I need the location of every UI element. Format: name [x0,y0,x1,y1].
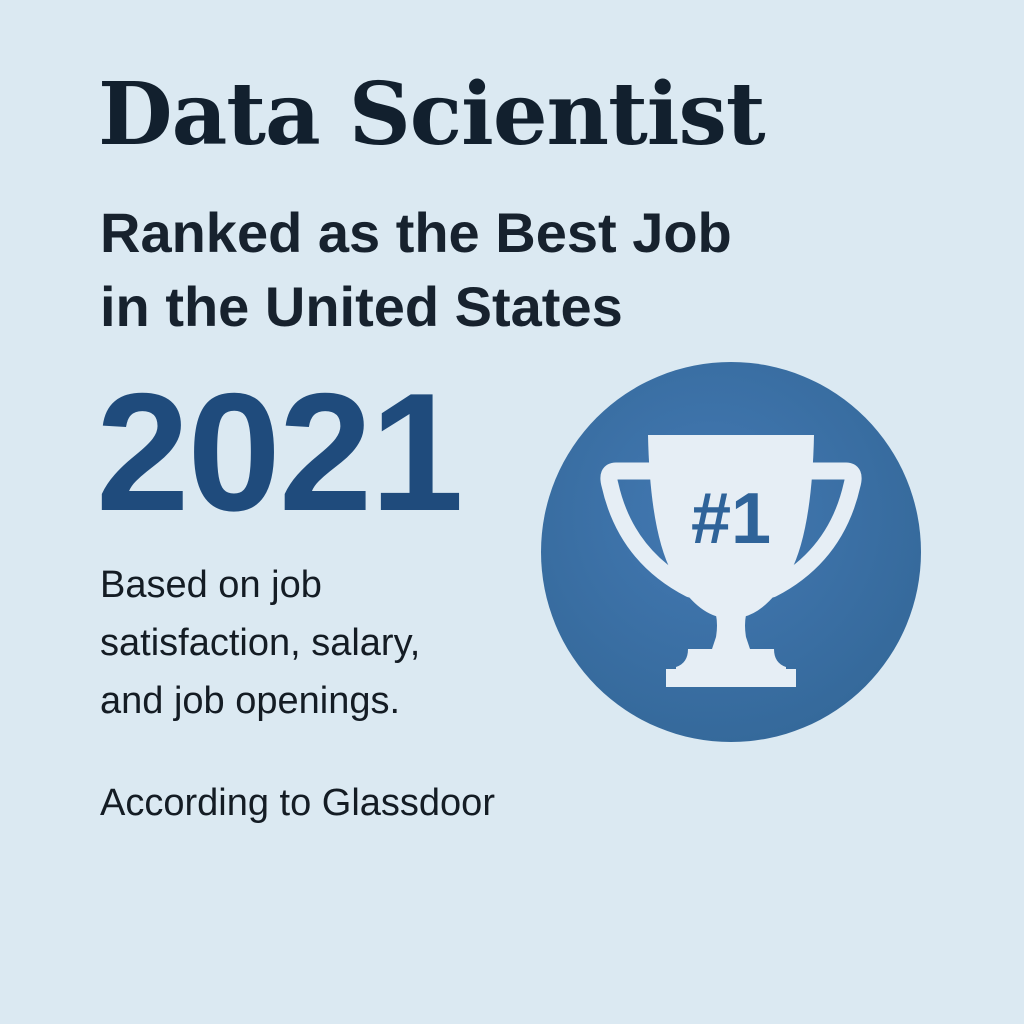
rank-text: #1 [691,479,771,559]
page-title: Data Scientist [98,64,766,165]
basis-description: Based on job satisfaction, salary, and j… [100,556,540,730]
basis-line-2: satisfaction, salary, [100,622,421,664]
rank-badge: #1 [540,361,922,743]
trophy-icon: #1 [541,362,921,742]
subtitle-line-2: in the United States [100,275,623,338]
year-label: 2021 [96,358,464,546]
basis-line-1: Based on job [100,564,322,606]
trophy-cup [648,435,814,617]
subtitle-line-1: Ranked as the Best Job [100,201,732,264]
trophy-right-handle [763,462,862,598]
trophy-left-handle [600,462,699,598]
source-credit: According to Glassdoor [100,782,495,824]
basis-line-3: and job openings. [100,680,401,722]
subtitle: Ranked as the Best Job in the United Sta… [100,196,920,344]
trophy-plinth [666,669,796,687]
trophy-stem [712,615,750,649]
trophy-base [676,649,786,675]
